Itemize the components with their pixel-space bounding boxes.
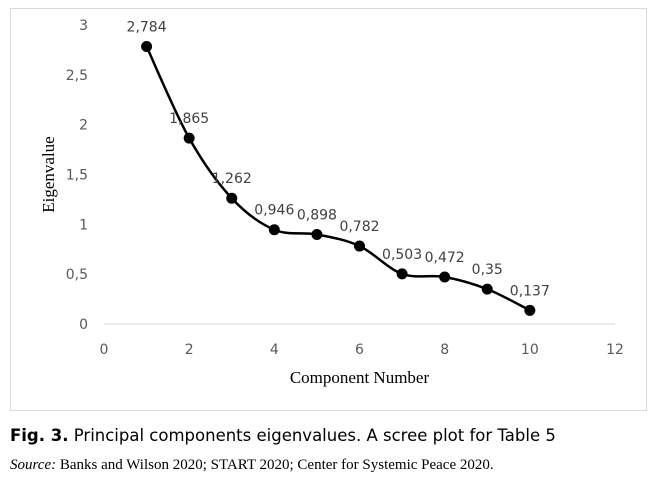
- x-axis-title: Component Number: [290, 368, 430, 387]
- y-tick-label: 3: [79, 18, 88, 34]
- figure-caption: Fig. 3. Principal components eigenvalues…: [10, 425, 644, 447]
- figure-caption-text: Principal components eigenvalues. A scre…: [68, 426, 556, 445]
- figure-label: Fig. 3.: [10, 426, 69, 445]
- y-tick-label: 1,5: [66, 168, 88, 184]
- y-tick-label: 1: [79, 217, 88, 233]
- data-point: [396, 268, 408, 280]
- y-axis-title: Eigenvalue: [39, 136, 58, 212]
- data-points: [141, 41, 536, 316]
- data-label: 0,503: [382, 247, 422, 263]
- data-label: 1,262: [212, 171, 252, 187]
- x-tick-label: 6: [355, 342, 364, 358]
- y-tick-label: 2: [79, 118, 88, 134]
- data-label: 0,472: [425, 250, 465, 266]
- data-point: [311, 228, 323, 240]
- data-label: 2,784: [127, 20, 167, 36]
- data-label: 0,782: [339, 219, 379, 235]
- x-tick-label: 10: [521, 342, 539, 358]
- data-point: [481, 283, 493, 295]
- data-point: [354, 240, 365, 252]
- y-tick-label: 0: [79, 317, 88, 333]
- data-point: [183, 132, 195, 144]
- data-point: [439, 271, 451, 283]
- data-point: [524, 304, 536, 316]
- data-label: 1,865: [169, 111, 209, 127]
- eigenvalue-series-line: [145, 46, 531, 312]
- data-point: [268, 224, 280, 236]
- y-tick-label: 0,5: [66, 267, 88, 283]
- x-axis-tick-labels: 0 2 4 6 8 10 12: [100, 342, 624, 358]
- data-point: [141, 41, 153, 53]
- source-note: Source: Banks and Wilson 2020; START 202…: [10, 455, 644, 475]
- y-axis-tick-labels: 0 0,5 1 1,5 2 2,5 3: [66, 18, 88, 333]
- y-tick-label: 2,5: [66, 68, 88, 84]
- source-text: Banks and Wilson 2020; START 2020; Cente…: [56, 457, 494, 473]
- data-point: [226, 192, 238, 204]
- x-tick-label: 2: [185, 342, 194, 358]
- scree-plot-chart: 00,511,522,53 0 2 4 6 8 10 12 2,7841,8651,2620…: [39, 18, 624, 387]
- data-label: 0,898: [297, 207, 337, 223]
- data-label: 0,137: [510, 283, 550, 299]
- source-label: Source:: [10, 457, 57, 473]
- x-tick-label: 12: [606, 342, 624, 358]
- data-label: 0,35: [472, 262, 503, 278]
- x-tick-label: 8: [440, 342, 449, 358]
- data-label: 0,946: [254, 203, 294, 219]
- chart-frame: [10, 8, 647, 411]
- x-tick-label: 0: [100, 342, 109, 358]
- x-tick-label: 4: [270, 342, 279, 358]
